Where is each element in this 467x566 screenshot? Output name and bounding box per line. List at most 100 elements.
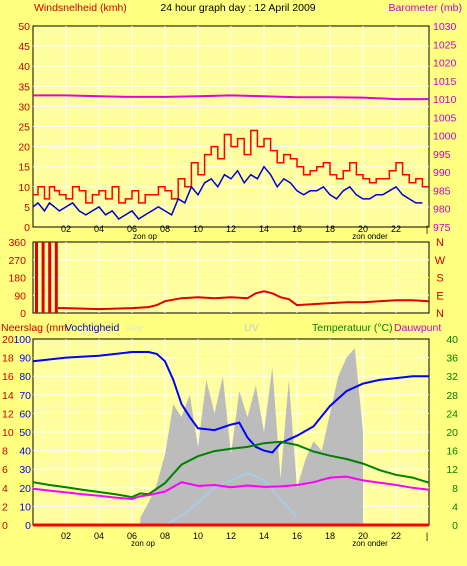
sunset-label-top: zon onder [352, 232, 388, 241]
hour-tick-label: 02 [61, 224, 71, 234]
hour-tick-label: 04 [94, 531, 104, 541]
barometer-tick-label: 1025 [433, 39, 457, 51]
humidity-tick-label: 10 [19, 501, 31, 513]
hour-tick-label: 02 [61, 531, 71, 541]
rain-tick-label: 4 [2, 483, 8, 495]
wind-tick-label: 35 [18, 81, 30, 93]
wind-gust-line [33, 129, 429, 204]
rain-tick-label: 8 [2, 446, 8, 458]
humidity-tick-label: 0 [25, 520, 31, 532]
barometer-axis-label: Barometer (mb) [388, 2, 462, 14]
temperature-tick-label: 32 [446, 371, 458, 383]
barometer-tick-label: 1000 [433, 131, 457, 143]
direction-tick-label: 0 [20, 308, 26, 320]
barometer-tick-label: 1005 [433, 112, 457, 124]
humidity-tick-label: 50 [19, 427, 31, 439]
compass-letter: E [436, 290, 443, 302]
direction-bar [41, 242, 45, 313]
hour-tick-label: 06 [127, 224, 137, 234]
solar-area [140, 348, 363, 525]
compass-letter: W [435, 255, 446, 267]
hour-tick-label: 20 [358, 224, 368, 234]
humidity-tick-label: 40 [19, 446, 31, 458]
uv-line [164, 472, 298, 526]
wind-axis-label: Windsnelheid (kmh) [34, 2, 127, 14]
wind-direction-line [57, 290, 430, 311]
wind-tick-label: 40 [18, 61, 30, 73]
hour-tick-label: 04 [94, 224, 104, 234]
barometer-tick-label: 1015 [433, 76, 457, 88]
temperature-tick-label: 20 [446, 427, 458, 439]
rain-tick-label: 10 [2, 427, 14, 439]
temperature-line [32, 440, 430, 499]
rain-tick-label: 0 [2, 520, 8, 532]
rain-tick-label: 6 [2, 464, 8, 476]
solar-axis-label: olar [126, 322, 144, 334]
hour-tick-label: 08 [160, 531, 170, 541]
rain-axis-label: Neerslag (mm [1, 322, 67, 334]
rain-tick-label: 18 [2, 353, 14, 365]
hour-tick-label: 12 [226, 224, 236, 234]
axis-ticks: 0510152025303540455097598098599099510001… [2, 21, 458, 541]
temperature-tick-label: 4 [452, 501, 458, 513]
sunset-label-bottom: zon onder [352, 539, 388, 548]
rain-tick-label: 20 [2, 334, 14, 346]
wind-tick-label: 45 [18, 41, 30, 53]
sunrise-label-top: zon op [133, 232, 158, 241]
rain-tick-label: 16 [2, 371, 14, 383]
solar-radiation-area [140, 348, 363, 525]
hour-tick-label: 18 [325, 531, 335, 541]
direction-tick-label: 90 [14, 290, 26, 302]
rain-tick-label: 12 [2, 408, 14, 420]
hour-tick-label: 10 [193, 224, 203, 234]
temperature-tick-label: 8 [452, 483, 458, 495]
humidity-tick-label: 100 [13, 334, 31, 346]
barometer-tick-label: 1030 [433, 21, 457, 33]
dewpoint-axis-label: Dauwpunt [394, 322, 441, 334]
hour-end-tick: | [426, 531, 428, 541]
uv-axis-label: UV [244, 322, 259, 334]
wind-tick-label: 25 [18, 122, 30, 134]
temperature-tick-label: 28 [446, 390, 458, 402]
humidity-tick-label: 30 [19, 464, 31, 476]
hour-tick-label: 20 [358, 531, 368, 541]
hour-tick-label: 10 [193, 531, 203, 541]
humidity-tick-label: 20 [19, 483, 31, 495]
humidity-tick-label: 80 [19, 371, 31, 383]
temperature-tick-label: 16 [446, 446, 458, 458]
temperature-tick-label: 40 [446, 334, 458, 346]
barometer-line [33, 94, 429, 101]
wind-tick-label: 20 [18, 142, 30, 154]
hour-tick-label: 18 [325, 224, 335, 234]
barometer-tick-label: 985 [433, 185, 451, 197]
humidity-line [32, 351, 429, 454]
compass-letter: S [436, 273, 443, 285]
barometer-tick-label: 1020 [433, 58, 457, 70]
wind-tick-label: 30 [18, 101, 30, 113]
hour-tick-label: 14 [259, 224, 269, 234]
humidity-tick-label: 70 [19, 390, 31, 402]
wind-tick-label: 0 [24, 222, 30, 234]
hour-tick-label: 12 [226, 531, 236, 541]
rain-tick-label: 2 [2, 501, 8, 513]
direction-bar [54, 242, 58, 313]
hour-tick-label: 22 [391, 224, 401, 234]
dewpoint-line [32, 475, 430, 501]
barometer-tick-label: 975 [433, 222, 451, 234]
compass-letter: N [436, 308, 444, 320]
hour-tick-label: 22 [391, 531, 401, 541]
direction-bar [35, 242, 38, 313]
temperature-tick-label: 36 [446, 353, 458, 365]
compass-letter: N [436, 237, 444, 249]
temperature-tick-label: 12 [446, 464, 458, 476]
hour-tick-label: 08 [160, 224, 170, 234]
barometer-tick-label: 995 [433, 149, 451, 161]
temperature-tick-label: 24 [446, 408, 458, 420]
hour-tick-label: 16 [292, 224, 302, 234]
rain-tick-label: 14 [2, 390, 14, 402]
chart-title: 24 hour graph day : 12 April 2009 [160, 2, 315, 14]
hour-tick-label: 16 [292, 531, 302, 541]
barometer-tick-label: 980 [433, 204, 451, 216]
